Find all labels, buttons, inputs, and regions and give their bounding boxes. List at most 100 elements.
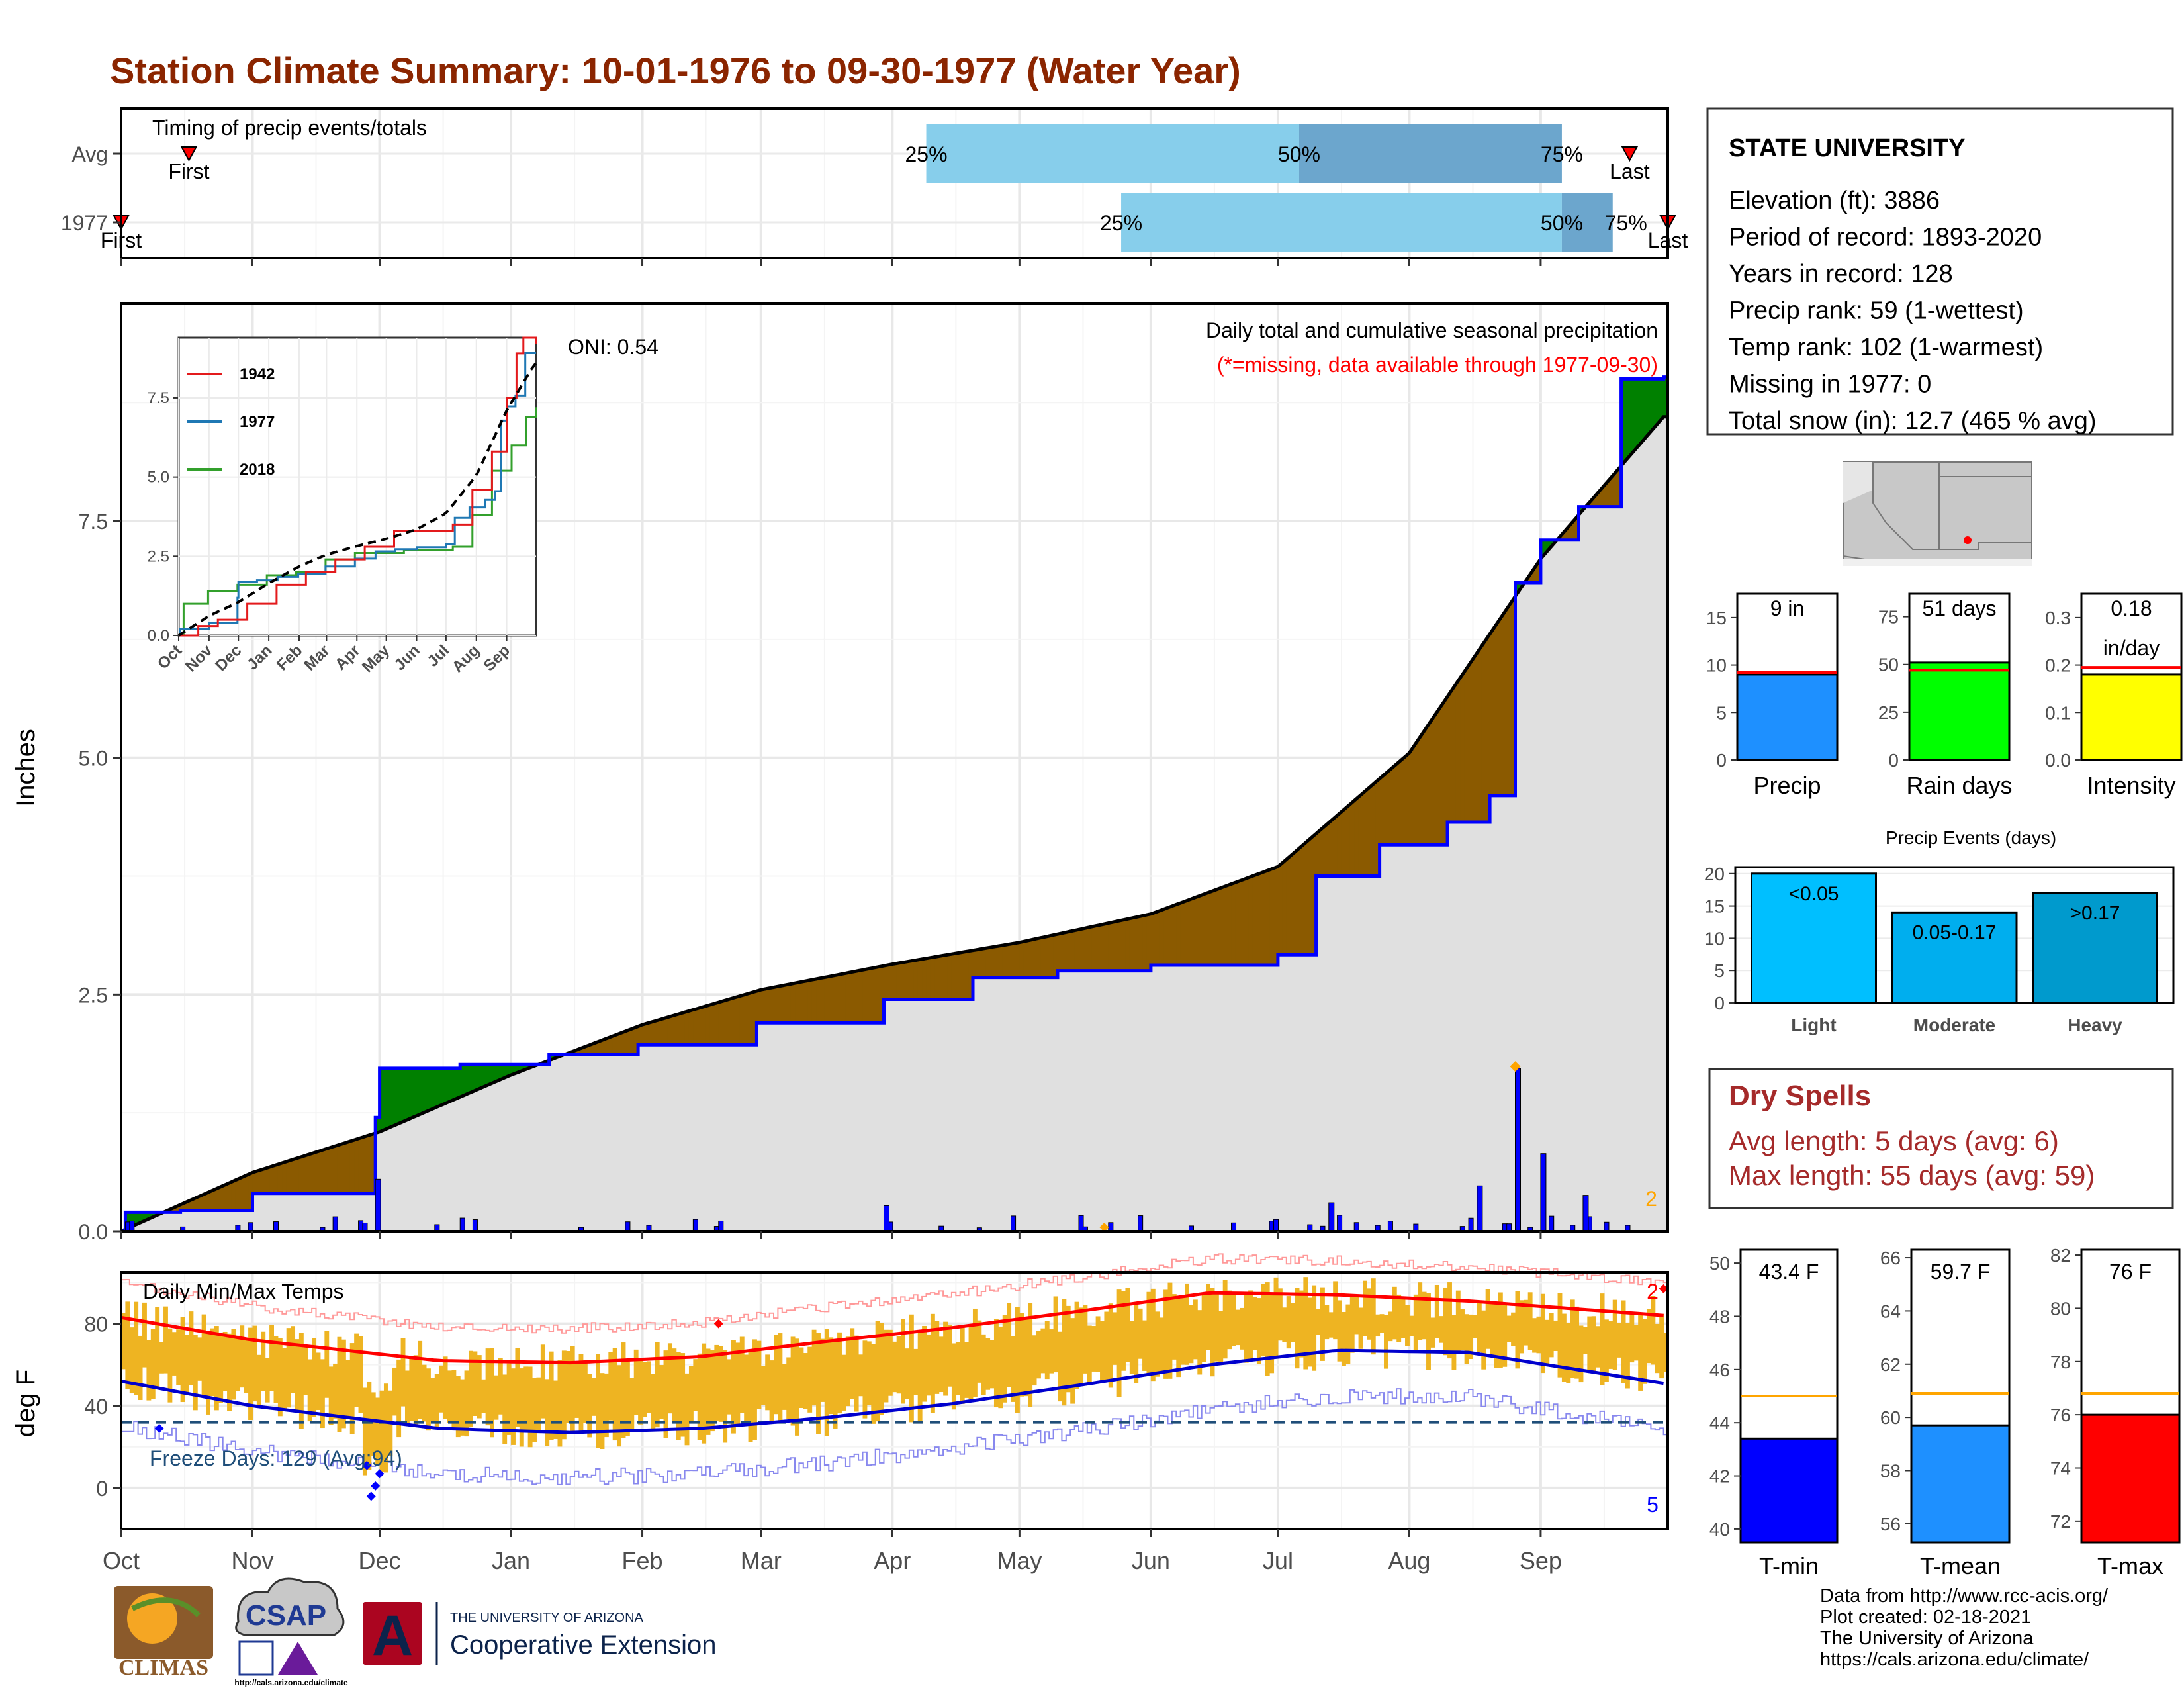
daily-temp-bar: [795, 1338, 799, 1436]
daily-temp-bar: [672, 1348, 677, 1422]
daily-temp-bar: [723, 1350, 728, 1443]
mini-y-tick: 0.0: [2045, 750, 2071, 771]
daily-temp-bar: [596, 1354, 601, 1448]
below-normal-fill: [1146, 914, 1152, 971]
below-normal-fill: [993, 946, 999, 978]
normal-area: [134, 1224, 139, 1231]
above-normal-fill: [460, 1064, 465, 1096]
mini-y-tick: 0.1: [2045, 702, 2071, 723]
normal-area: [511, 1074, 516, 1231]
daily-temp-bar: [688, 1366, 694, 1421]
below-normal-fill: [1371, 784, 1376, 876]
normal-area: [261, 1193, 266, 1231]
normal-area: [1527, 583, 1533, 1231]
below-normal-fill: [240, 1177, 245, 1211]
normal-area: [1142, 970, 1148, 1231]
daily-temp-bar: [244, 1339, 249, 1393]
below-normal-fill: [684, 1011, 690, 1045]
below-normal-fill: [1324, 824, 1330, 876]
normal-area: [1621, 463, 1626, 1231]
normal-area: [659, 1045, 664, 1231]
daily-temp-bar: [1481, 1310, 1486, 1370]
daily-temp-bar: [303, 1347, 308, 1395]
daily-temp-bar: [324, 1331, 330, 1398]
daily-temp-bar: [1434, 1284, 1439, 1338]
dry-frame: [1708, 1068, 2174, 1209]
below-normal-fill: [1100, 924, 1105, 971]
below-normal-fill: [1040, 937, 1046, 978]
below-normal-fill: [1349, 802, 1355, 876]
inset-month-label: May: [359, 641, 394, 677]
below-normal-fill: [943, 955, 948, 1000]
below-normal-fill: [1464, 668, 1469, 822]
normal-area: [735, 1045, 741, 1231]
daily-temp-bar: [197, 1337, 203, 1381]
normal-area: [705, 1045, 711, 1231]
normal-area: [1337, 876, 1342, 1231]
above-normal-fill: [519, 1064, 524, 1071]
normal-area: [1295, 955, 1300, 1231]
normal-area: [1375, 876, 1381, 1231]
daily-temp-bar: [1396, 1294, 1402, 1342]
normal-area: [1032, 977, 1037, 1231]
month-label: Dec: [359, 1547, 401, 1574]
normal-area: [688, 1045, 694, 1231]
daily-temp-bar: [774, 1335, 778, 1415]
station-info-box: STATE UNIVERSITY Elevation (ft): 3886 Peri…: [1706, 107, 2174, 436]
below-normal-fill: [1150, 913, 1156, 965]
normal-area: [909, 999, 914, 1231]
daily-temp-bar: [1527, 1292, 1533, 1350]
below-normal-fill: [1265, 870, 1270, 965]
daily-temp-bar: [1460, 1309, 1465, 1350]
below-normal-fill: [854, 971, 859, 1023]
daily-temp-bar: [858, 1354, 863, 1397]
daily-temp-bar: [1591, 1316, 1596, 1374]
below-normal-fill: [1261, 872, 1266, 965]
normal-area: [1015, 977, 1020, 1231]
daily-temp-bar: [1324, 1305, 1330, 1340]
daily-temp-bar: [574, 1362, 579, 1418]
below-normal-fill: [765, 988, 770, 1023]
daily-temp-bar: [1418, 1282, 1423, 1340]
below-normal-fill: [171, 1207, 177, 1213]
daily-temp-bar: [337, 1336, 342, 1432]
normal-area: [1363, 876, 1368, 1231]
daily-temp-bar: [142, 1302, 147, 1368]
below-normal-fill: [582, 1047, 588, 1055]
below-normal-fill: [625, 1030, 630, 1055]
daily-temp-bar: [621, 1342, 626, 1438]
below-normal-fill: [185, 1201, 190, 1211]
month-label: Jul: [1263, 1547, 1293, 1574]
below-normal-fill: [760, 989, 766, 1023]
daily-temp-bar: [439, 1365, 444, 1413]
daily-temp-bar: [629, 1378, 635, 1432]
daily-temp-bar: [1633, 1325, 1639, 1361]
below-normal-fill: [197, 1196, 203, 1211]
normal-area: [956, 999, 961, 1231]
below-normal-fill: [1083, 928, 1088, 971]
normal-area: [850, 1023, 855, 1231]
normal-area: [833, 1023, 838, 1231]
normal-area: [1146, 970, 1152, 1231]
below-normal-fill: [1409, 749, 1414, 845]
daily-temp-bar: [498, 1358, 503, 1415]
normal-area: [451, 1100, 457, 1231]
below-normal-fill: [705, 1005, 711, 1045]
normal-area: [358, 1193, 363, 1231]
normal-area: [273, 1193, 279, 1231]
inset-month-label: Dec: [212, 641, 245, 675]
daily-temp-bar: [968, 1325, 974, 1399]
normal-area: [638, 1045, 643, 1231]
daily-temp-bar: [345, 1360, 351, 1418]
daily-temp-bar: [943, 1321, 948, 1396]
below-normal-fill: [1074, 929, 1079, 971]
below-normal-fill: [875, 966, 880, 1023]
normal-area: [993, 977, 999, 1231]
daily-temp-bar: [709, 1350, 715, 1432]
normal-area: [1659, 419, 1664, 1232]
below-normal-fill: [1252, 875, 1257, 965]
record-high-marker: [1659, 1284, 1668, 1293]
normal-area: [693, 1045, 698, 1231]
daily-precip-bar: [472, 1219, 478, 1232]
normal-area: [1222, 964, 1228, 1231]
